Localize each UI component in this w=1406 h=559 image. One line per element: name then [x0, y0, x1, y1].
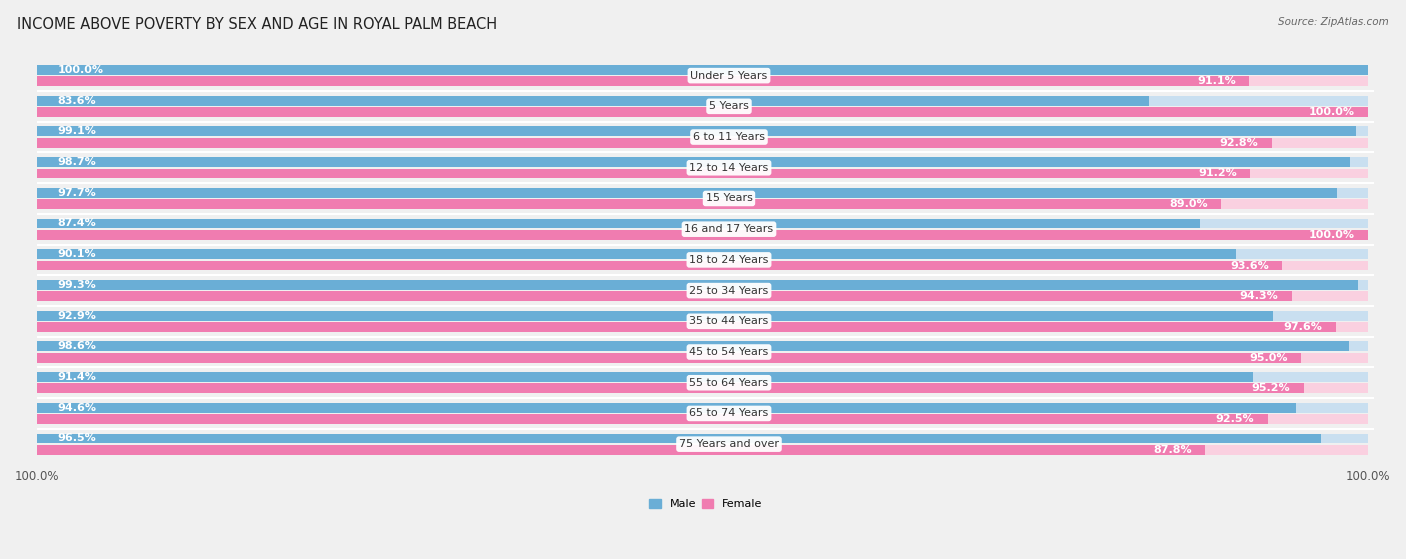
Text: 12 to 14 Years: 12 to 14 Years: [689, 163, 769, 173]
Bar: [37, 96, 1368, 106]
Text: 99.1%: 99.1%: [58, 126, 96, 136]
Text: 5 Years: 5 Years: [709, 101, 749, 111]
Text: 97.7%: 97.7%: [58, 188, 96, 198]
Bar: [37, 322, 1336, 332]
Text: 6 to 11 Years: 6 to 11 Years: [693, 132, 765, 142]
Bar: [37, 230, 1368, 240]
Bar: [37, 107, 1368, 117]
Bar: [37, 219, 1368, 229]
Text: 16 and 17 Years: 16 and 17 Years: [685, 224, 773, 234]
Bar: [37, 311, 1272, 320]
Bar: [37, 77, 1368, 86]
Bar: [37, 353, 1368, 363]
Bar: [37, 403, 1296, 413]
Text: 45 to 54 Years: 45 to 54 Years: [689, 347, 769, 357]
Text: 91.1%: 91.1%: [1197, 77, 1236, 86]
Text: 15 Years: 15 Years: [706, 193, 752, 203]
Text: 95.2%: 95.2%: [1251, 383, 1291, 394]
Bar: [37, 434, 1368, 443]
Text: 90.1%: 90.1%: [58, 249, 96, 259]
Text: 92.8%: 92.8%: [1219, 138, 1258, 148]
Bar: [37, 126, 1368, 136]
Bar: [37, 403, 1368, 413]
Bar: [37, 291, 1368, 301]
Bar: [37, 138, 1272, 148]
Bar: [37, 219, 1199, 229]
Bar: [37, 353, 1301, 363]
Text: 100.0%: 100.0%: [1308, 107, 1354, 117]
Bar: [37, 383, 1368, 394]
Text: 65 to 74 Years: 65 to 74 Years: [689, 409, 769, 419]
Text: 98.6%: 98.6%: [58, 342, 96, 352]
Bar: [37, 199, 1222, 209]
Bar: [37, 65, 1368, 75]
Bar: [37, 342, 1368, 351]
Bar: [37, 342, 1348, 351]
Text: 83.6%: 83.6%: [58, 96, 96, 106]
Bar: [37, 157, 1368, 167]
Bar: [37, 291, 1292, 301]
Bar: [37, 322, 1368, 332]
Bar: [37, 188, 1337, 198]
Text: INCOME ABOVE POVERTY BY SEX AND AGE IN ROYAL PALM BEACH: INCOME ABOVE POVERTY BY SEX AND AGE IN R…: [17, 17, 496, 32]
Text: 91.2%: 91.2%: [1198, 168, 1237, 178]
Text: 95.0%: 95.0%: [1249, 353, 1288, 363]
Text: 94.6%: 94.6%: [58, 403, 96, 413]
Bar: [37, 168, 1250, 178]
Bar: [37, 311, 1368, 320]
Bar: [37, 260, 1282, 271]
Text: Under 5 Years: Under 5 Years: [690, 70, 768, 80]
Text: 25 to 34 Years: 25 to 34 Years: [689, 286, 769, 296]
Text: 92.5%: 92.5%: [1216, 414, 1254, 424]
Text: 35 to 44 Years: 35 to 44 Years: [689, 316, 769, 326]
Text: 96.5%: 96.5%: [58, 433, 96, 443]
Text: 93.6%: 93.6%: [1230, 260, 1270, 271]
Bar: [37, 157, 1350, 167]
Bar: [37, 445, 1205, 455]
Bar: [37, 372, 1368, 382]
Bar: [37, 199, 1368, 209]
Legend: Male, Female: Male, Female: [645, 495, 766, 514]
Text: Source: ZipAtlas.com: Source: ZipAtlas.com: [1278, 17, 1389, 27]
Bar: [37, 65, 1368, 75]
Text: 100.0%: 100.0%: [58, 65, 103, 75]
Bar: [37, 434, 1322, 443]
Text: 18 to 24 Years: 18 to 24 Years: [689, 255, 769, 265]
Text: 99.3%: 99.3%: [58, 280, 96, 290]
Text: 92.9%: 92.9%: [58, 311, 96, 321]
Text: 87.4%: 87.4%: [58, 219, 96, 229]
Text: 91.4%: 91.4%: [58, 372, 96, 382]
Text: 97.6%: 97.6%: [1284, 322, 1322, 332]
Bar: [37, 126, 1355, 136]
Text: 55 to 64 Years: 55 to 64 Years: [689, 378, 769, 388]
Bar: [37, 77, 1249, 86]
Text: 75 Years and over: 75 Years and over: [679, 439, 779, 449]
Bar: [37, 188, 1368, 198]
Text: 100.0%: 100.0%: [1308, 230, 1354, 240]
Bar: [37, 445, 1368, 455]
Text: 87.8%: 87.8%: [1153, 445, 1192, 455]
Bar: [37, 372, 1253, 382]
Bar: [37, 138, 1368, 148]
Bar: [37, 107, 1368, 117]
Bar: [37, 280, 1358, 290]
Bar: [37, 383, 1303, 394]
Bar: [37, 414, 1268, 424]
Bar: [37, 414, 1368, 424]
Bar: [37, 260, 1368, 271]
Bar: [37, 280, 1368, 290]
Bar: [37, 168, 1368, 178]
Bar: [37, 230, 1368, 240]
Text: 94.3%: 94.3%: [1240, 291, 1278, 301]
Bar: [37, 249, 1368, 259]
Text: 98.7%: 98.7%: [58, 157, 96, 167]
Text: 89.0%: 89.0%: [1170, 199, 1208, 209]
Bar: [37, 96, 1149, 106]
Bar: [37, 249, 1236, 259]
